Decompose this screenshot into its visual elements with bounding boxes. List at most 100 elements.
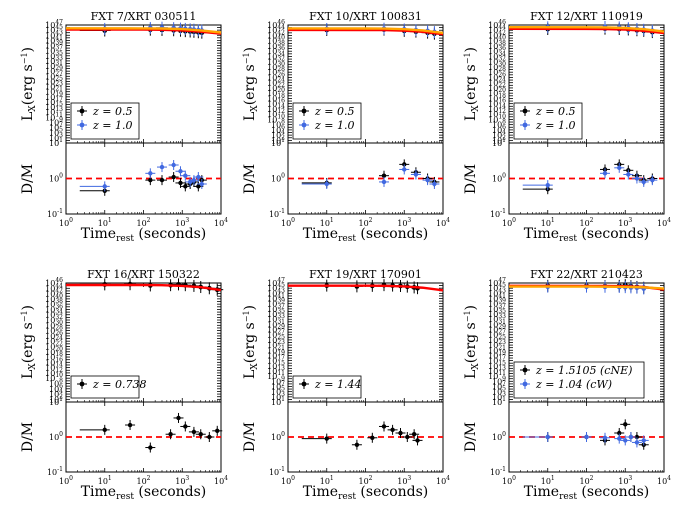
- legend-marker: [79, 122, 85, 128]
- legend-box: [292, 375, 362, 399]
- x-tick-label: 100: [502, 217, 516, 228]
- ratio-point: [159, 164, 165, 170]
- legend-label: z = 1.0: [92, 119, 133, 132]
- x-tick-label: 102: [579, 475, 593, 486]
- y-tick-label: 1039: [267, 298, 285, 309]
- ratio-axis-label: D/M: [20, 422, 36, 452]
- ratio-point: [628, 434, 634, 440]
- x-tick-label: 104: [436, 475, 450, 486]
- y-tick-label: 1042: [267, 29, 285, 40]
- model-curve-3: [287, 27, 444, 35]
- y-tick-label: 1043: [267, 287, 285, 298]
- y-tick-label: 103: [271, 391, 285, 402]
- ratio-point: [545, 434, 550, 440]
- ratio-point: [148, 171, 153, 176]
- y-tick-label: 1026: [267, 71, 285, 82]
- y-tick-label: 1015: [45, 101, 63, 112]
- y-tick-label: 1017: [488, 355, 506, 366]
- y-tick-label: 1021: [488, 344, 506, 355]
- y-tick-label: 103: [492, 391, 506, 402]
- ratio-point: [178, 169, 183, 174]
- y-tick-label: 1042: [45, 288, 63, 299]
- y-tick-label: 1046: [488, 19, 506, 30]
- ratio-point: [127, 422, 133, 428]
- x-tick-label: 102: [358, 217, 372, 228]
- model-curve-2: [508, 27, 665, 35]
- ratio-y-tick-label: 101: [271, 396, 285, 407]
- y-tick-label: 1032: [45, 314, 63, 325]
- x-tick-label: 103: [397, 475, 411, 486]
- y-tick-label: 1032: [267, 56, 285, 67]
- ratio-y-tick-label: 10-1: [269, 208, 285, 219]
- y-tick-label: 1046: [267, 19, 285, 30]
- legend: z = 0.738: [70, 375, 147, 399]
- ratio-y-tick-label: 101: [492, 396, 506, 407]
- y-tick-label: 1019: [45, 91, 63, 102]
- y-tick-label: 107: [49, 122, 63, 133]
- ratio-point: [196, 184, 201, 189]
- y-tick-label: 1039: [45, 40, 63, 51]
- ratio-point: [381, 173, 387, 178]
- y-tick-label: 1033: [488, 313, 506, 324]
- y-tick-label: 1032: [488, 56, 506, 67]
- y-tick-label: 1025: [488, 334, 506, 345]
- y-tick-label: 1031: [45, 60, 63, 71]
- ratio-y-tick-label: 10-1: [490, 208, 506, 219]
- ratio-point: [191, 177, 197, 183]
- y-tick-label: 1013: [488, 365, 506, 376]
- x-tick-label: 102: [136, 217, 150, 228]
- y-tick-label: 1023: [488, 339, 506, 350]
- y-tick-label: 1040: [488, 35, 506, 46]
- ratio-point: [102, 427, 107, 433]
- x-tick-label: 102: [136, 475, 150, 486]
- y-tick-label: 1022: [45, 340, 63, 351]
- ratio-y-tick-label: 100: [271, 173, 285, 184]
- ratio-point: [324, 436, 329, 441]
- ratio-point: [381, 179, 387, 185]
- legend-marker: [79, 381, 85, 387]
- ratio-y-tick-label: 100: [49, 173, 63, 184]
- y-tick-label: 1018: [488, 92, 506, 103]
- y-tick-label: 1011: [45, 111, 63, 122]
- y-tick-label: 102: [49, 393, 63, 404]
- y-tick-label: 1010: [488, 113, 506, 124]
- ratio-point: [411, 432, 417, 437]
- legend-label: z = 1.5105 (cNE): [535, 364, 632, 377]
- ratio-point: [641, 179, 646, 185]
- panel-title: FXT 16/XRT 150322: [87, 268, 200, 281]
- legend-marker: [522, 108, 528, 114]
- x-tick-label: 100: [281, 217, 295, 228]
- y-tick-label: 1034: [267, 50, 285, 61]
- y-tick-label: 108: [492, 119, 506, 130]
- y-tick-label: 1027: [267, 329, 285, 340]
- ratio-point: [354, 442, 360, 447]
- y-tick-label: 1029: [488, 324, 506, 335]
- y-tick-label: 1037: [488, 303, 506, 314]
- x-tick-label: 101: [320, 217, 334, 228]
- ratio-point: [398, 430, 403, 436]
- y-tick-label: 1046: [45, 277, 63, 288]
- y-tick-label: 1030: [267, 61, 285, 72]
- y-tick-label: 107: [492, 380, 506, 391]
- y-tick-label: 1038: [267, 40, 285, 51]
- y-tick-label: 106: [49, 383, 63, 394]
- x-tick-label: 104: [657, 475, 671, 486]
- y-tick-label: 1044: [267, 24, 285, 35]
- ratio-point: [187, 179, 193, 185]
- ratio-y-tick-label: 100: [492, 431, 506, 442]
- y-tick-label: 1033: [267, 313, 285, 324]
- ratio-point: [402, 167, 407, 172]
- y-tick-label: 1041: [267, 293, 285, 304]
- y-tick-label: 102: [492, 134, 506, 145]
- legend-marker: [522, 367, 528, 373]
- x-tick-label: 100: [59, 217, 73, 228]
- y-tick-label: 1031: [267, 318, 285, 329]
- x-tick-label: 103: [175, 217, 189, 228]
- y-tick-label: 1014: [45, 362, 63, 373]
- legend-marker: [301, 108, 307, 114]
- x-axis-label: Timerest (seconds): [303, 484, 429, 502]
- y-tick-label: 104: [49, 388, 63, 399]
- y-tick-label: 1013: [45, 106, 63, 117]
